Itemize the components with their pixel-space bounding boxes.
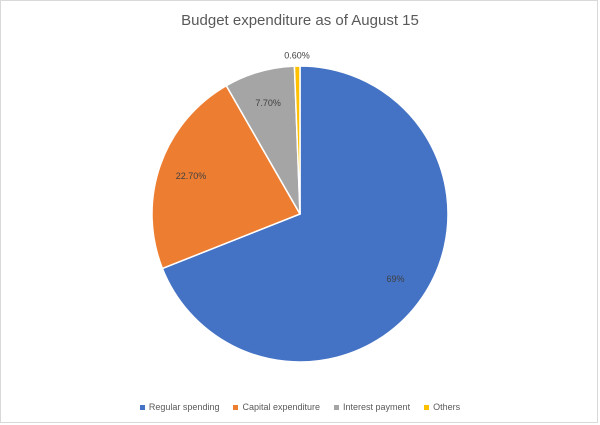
legend-swatch-capital-expenditure [233,404,239,410]
pie-slice-others [293,65,301,215]
legend-label-interest-payment: Interest payment [343,402,411,412]
legend-label-capital-expenditure: Capital expenditure [242,402,321,412]
legend-item-regular-spending: Regular spending [139,402,220,412]
legend-swatch-regular-spending [139,404,145,410]
legend-label-others: Others [433,402,461,412]
pie-slice-regular-spending [161,65,449,363]
legend-item-interest-payment: Interest payment [334,402,410,412]
legend-label-regular-spending: Regular spending [148,402,220,412]
pie-slice-capital-expenditure [151,84,302,270]
legend-item-capital-expenditure: Capital expenditure [233,402,320,412]
data-label-capital-expenditure: 22.70% [176,171,207,181]
legend-swatch-others [424,404,430,410]
chart-legend: Regular spending Capital expenditure Int… [0,402,600,412]
chart-title: Budget expenditure as of August 15 [181,12,419,29]
data-label-others: 0.60% [284,51,310,61]
data-label-regular-spending: 69% [386,274,404,284]
legend-item-others: Others [424,402,460,412]
data-label-interest-payment: 7.70% [255,98,281,108]
legend-swatch-interest-payment [334,404,340,410]
